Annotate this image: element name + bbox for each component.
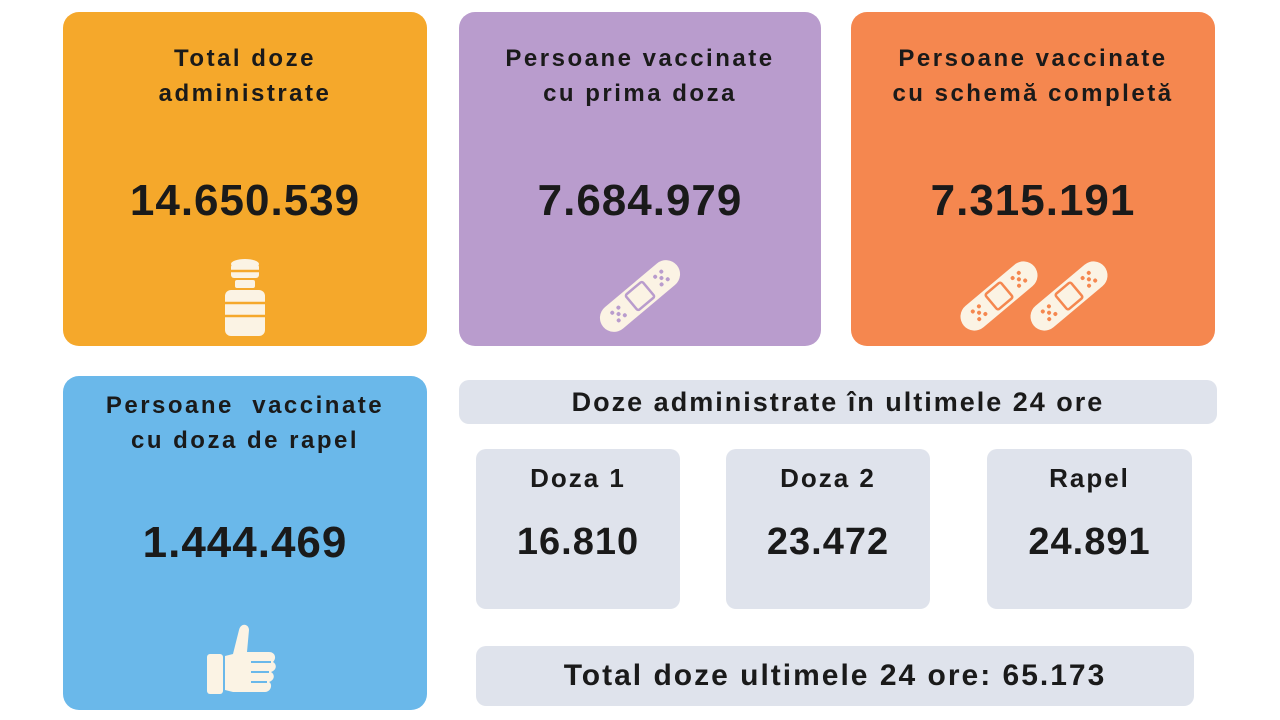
total-doses-title: Total doze administrate	[63, 41, 427, 111]
total-doses-title-line1: Total doze	[174, 45, 316, 72]
dose2-value: 23.472	[766, 521, 890, 563]
first-dose-card: Persoane vaccinate cu prima doza 7.684.9…	[459, 12, 821, 346]
dose2-panel: Doza 2 23.472	[726, 449, 930, 609]
booster-title-line2: cu doza de rapel	[130, 427, 360, 454]
booster-24h-label: Rapel	[1049, 463, 1130, 493]
full-scheme-title-line2: cu schemă completă	[892, 80, 1174, 107]
two-bandages-icon	[955, 254, 1115, 343]
booster-24h-panel: Rapel 24.891	[987, 449, 1192, 609]
full-scheme-value: 7.315.191	[930, 176, 1136, 225]
first-dose-title-line2: cu prima doza	[543, 80, 737, 107]
booster-value: 1.444.469	[142, 518, 348, 567]
full-scheme-title: Persoane vaccinate cu schemă completă	[851, 41, 1215, 111]
booster-card: Persoane vaccinate cu doza de rapel 1.44…	[63, 376, 427, 710]
total-doses-value: 14.650.539	[129, 176, 361, 225]
first-dose-title: Persoane vaccinate cu prima doza	[459, 41, 821, 111]
thumbs-up-icon	[203, 620, 283, 705]
first-dose-title-line1: Persoane vaccinate	[505, 45, 775, 72]
booster-title-line1: Persoane vaccinate	[105, 392, 385, 419]
dose1-value: 16.810	[516, 521, 640, 563]
total-24h-bar: Total doze ultimele 24 ore: 65.173	[476, 646, 1194, 706]
last-24h-header: Doze administrate în ultimele 24 ore	[459, 380, 1217, 424]
booster-title: Persoane vaccinate cu doza de rapel	[63, 388, 427, 458]
first-dose-value: 7.684.979	[537, 176, 743, 225]
total-doses-title-line2: administrate	[158, 80, 332, 107]
full-scheme-title-line1: Persoane vaccinate	[898, 45, 1168, 72]
dose2-label: Doza 2	[780, 463, 876, 493]
dose1-panel: Doza 1 16.810	[476, 449, 680, 609]
dose1-label: Doza 1	[530, 463, 626, 493]
bandage-icon	[595, 254, 685, 343]
booster-24h-value: 24.891	[1028, 521, 1151, 563]
full-scheme-card: Persoane vaccinate cu schemă completă 7.…	[851, 12, 1215, 346]
vaccine-vial-icon	[221, 258, 269, 343]
total-doses-card: Total doze administrate 14.650.539	[63, 12, 427, 346]
